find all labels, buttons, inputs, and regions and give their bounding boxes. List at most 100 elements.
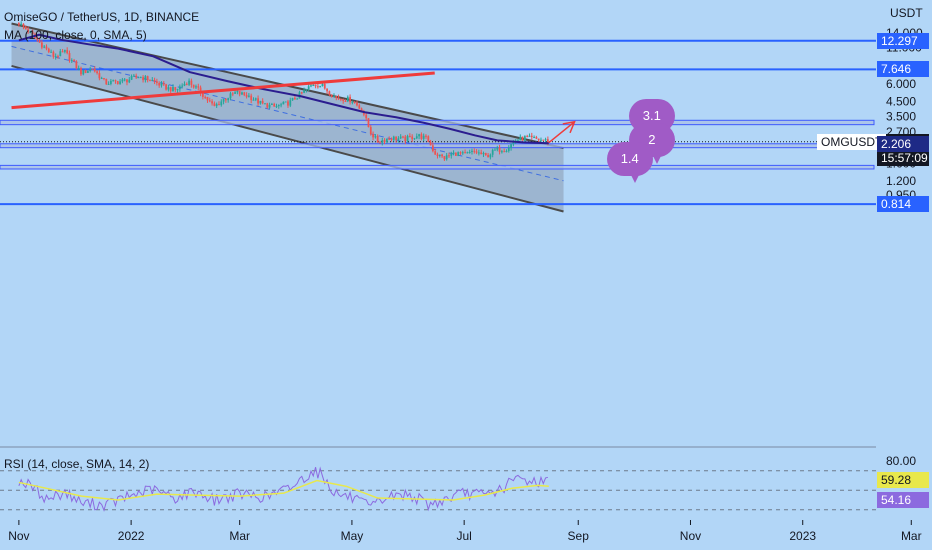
candle-body — [280, 104, 282, 106]
candle-body — [82, 70, 85, 75]
ma-line — [18, 33, 549, 145]
candle-body — [213, 103, 216, 106]
projection-arrow-line — [548, 121, 576, 144]
candle-body — [151, 79, 154, 81]
candle-body — [289, 100, 292, 106]
candle-body — [319, 86, 322, 88]
candle-body — [523, 136, 526, 141]
candle-body — [402, 136, 404, 138]
candle-body — [494, 149, 496, 151]
candle-body — [406, 135, 409, 142]
candle-body — [512, 142, 515, 145]
candle-body — [128, 79, 131, 83]
candle-body — [383, 140, 386, 143]
price-tag: 7.646 — [877, 61, 929, 78]
candle-body — [52, 51, 55, 57]
candle-body — [351, 101, 354, 103]
candle-body — [155, 81, 158, 83]
candle-body — [510, 144, 512, 148]
ma-indicator-label[interactable]: MA (100, close, 0, SMA, 5) — [4, 28, 147, 42]
candle-body — [100, 77, 103, 79]
price-tag: 12.297 — [877, 32, 929, 49]
candle-body — [178, 86, 181, 90]
candle-body — [505, 151, 508, 153]
candle-body — [109, 80, 112, 84]
candle-body — [530, 135, 533, 138]
candle-body — [339, 98, 342, 100]
candle-body — [27, 29, 29, 33]
candle-body — [282, 101, 285, 105]
candle-body — [224, 99, 227, 101]
symbol-title[interactable]: OmiseGO / TetherUS, 1D, BINANCE — [4, 10, 200, 24]
time-tick-label: 2022 — [118, 529, 145, 543]
candle-body — [36, 37, 39, 41]
time-tick-label: Nov — [8, 529, 29, 543]
candle-body — [519, 136, 522, 141]
candle-body — [475, 151, 478, 153]
candle-body — [245, 95, 248, 97]
candle-body — [484, 152, 487, 156]
candle-body — [365, 114, 368, 119]
candle-body — [273, 103, 276, 107]
candle-body — [144, 76, 147, 81]
price-tick-label: 3.500 — [886, 109, 916, 123]
candle-body — [199, 87, 202, 94]
candle-body — [211, 101, 213, 104]
candle-body — [257, 98, 259, 104]
candle-body — [57, 56, 59, 58]
candle-body — [431, 145, 434, 152]
rsi-line — [18, 466, 549, 512]
candle-body — [337, 97, 340, 99]
candle-body — [305, 89, 308, 91]
candle-body — [206, 97, 209, 101]
candle-body — [487, 155, 489, 158]
candle-body — [544, 139, 547, 141]
candle-body — [215, 104, 218, 106]
candle-body — [149, 80, 151, 82]
candle-body — [93, 68, 96, 72]
projection-arrow-head — [562, 120, 576, 134]
candle-body — [68, 53, 71, 61]
candle-body — [153, 79, 156, 82]
candle-body — [542, 139, 545, 141]
candle-body — [445, 155, 448, 160]
candle-body — [468, 151, 471, 153]
candle-body — [353, 101, 356, 103]
price-tick-label: 1.200 — [886, 174, 916, 188]
drawing-tools — [11, 71, 576, 144]
candle-body — [24, 26, 27, 30]
candle-body — [142, 77, 144, 81]
candle-body — [464, 152, 466, 154]
candle-body — [252, 99, 255, 101]
candle-body — [84, 70, 87, 73]
candle-body — [77, 68, 80, 70]
zone-box — [0, 143, 875, 149]
rsi-indicator-label[interactable]: RSI (14, close, SMA, 14, 2) — [4, 457, 150, 471]
annotation-bubble[interactable]: 1.4 — [606, 141, 653, 183]
candle-body — [500, 151, 503, 153]
candle-body — [190, 80, 193, 85]
candle-body — [98, 73, 101, 79]
candle-body — [277, 104, 280, 107]
candle-body — [369, 127, 372, 135]
candle-body — [130, 76, 133, 80]
candle-body — [436, 154, 439, 156]
candle-body — [312, 85, 315, 87]
candle-body — [296, 98, 299, 100]
candle-body — [169, 87, 172, 92]
candle-body — [388, 138, 391, 140]
channel-lower-line — [11, 64, 564, 213]
candle-body — [201, 93, 204, 97]
time-tick-label: Jul — [456, 529, 471, 543]
candle-body — [342, 99, 345, 101]
candle-body — [408, 135, 411, 137]
candle-body — [521, 136, 524, 141]
candle-body — [546, 139, 549, 143]
candle-body — [174, 87, 177, 91]
candle-body — [126, 79, 128, 83]
candle-body — [418, 134, 420, 137]
candle-body — [310, 85, 312, 87]
price-tag: 2.206 — [877, 136, 929, 153]
candle-body — [413, 138, 416, 140]
